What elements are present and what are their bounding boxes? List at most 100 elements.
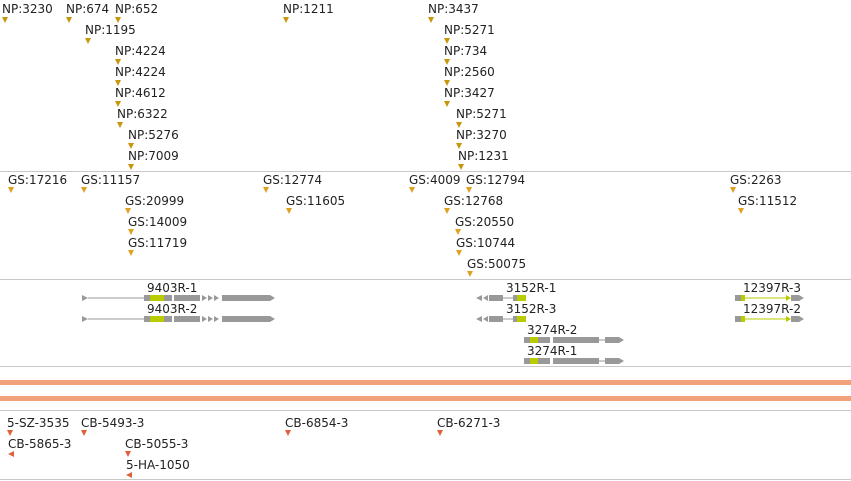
feature-marker-icon	[455, 229, 461, 235]
gene-track: 9403R-1 9403R-2	[0, 280, 851, 366]
gene-label: 3274R-1	[527, 344, 577, 358]
gene-strand-arrow-icon	[208, 295, 213, 301]
feature-marker-icon	[7, 430, 13, 436]
gene-exon	[174, 316, 200, 322]
gene-exon	[144, 295, 150, 301]
gene-end-arrow-icon	[619, 358, 624, 364]
feature-label: CB-5493-3	[81, 416, 145, 430]
feature-label: NP:5271	[456, 107, 507, 121]
feature-marker-icon	[738, 208, 744, 214]
feature-label: GS:20550	[455, 215, 515, 229]
feature-label: NP:5276	[128, 128, 179, 142]
gene-exon	[735, 295, 741, 301]
feature-label: NP:3270	[456, 128, 507, 142]
feature-label: GS:11512	[738, 194, 798, 208]
feature-marker-icon	[128, 250, 134, 256]
gene-model[interactable]: 3152R-1	[476, 281, 556, 301]
gene-exon	[513, 316, 517, 322]
gene-start-arrow-icon	[476, 295, 482, 301]
cb-track: 5-SZ-3535 CB-5493-3 CB-6854-3 CB-6271-3 …	[0, 411, 851, 479]
feature-label: NP:674	[66, 2, 110, 16]
feature-label: GS:10744	[456, 236, 516, 250]
feature-label: NP:652	[115, 2, 159, 16]
feature-label: GS:12774	[263, 173, 323, 187]
feature-label: NP:4612	[115, 86, 166, 100]
track-divider	[0, 410, 851, 411]
feature-marker-icon	[128, 143, 134, 149]
feature-marker-icon	[444, 38, 450, 44]
feature-marker-icon	[444, 101, 450, 107]
gene-model[interactable]: 12397R-2	[735, 302, 804, 322]
gene-model[interactable]: 9403R-1	[82, 281, 275, 301]
gene-exon-highlight	[530, 358, 538, 364]
feature-label: GS:14009	[128, 215, 188, 229]
feature-marker-icon	[115, 59, 121, 65]
feature-marker-icon	[286, 208, 292, 214]
gene-model[interactable]: 3152R-3	[476, 302, 556, 322]
gene-exon	[605, 337, 619, 343]
feature-marker-icon	[285, 430, 291, 436]
feature-marker-icon	[117, 122, 123, 128]
gene-model[interactable]: 9403R-2	[82, 302, 275, 322]
gs-track: GS:17216 GS:11157 GS:12774 GS:4009 GS:12…	[0, 172, 851, 278]
feature-marker-icon	[456, 143, 462, 149]
feature-label: 5-HA-1050	[126, 458, 190, 472]
gene-strand-arrow-icon	[208, 316, 213, 322]
gene-strand-arrow-icon	[483, 295, 488, 301]
feature-marker-icon	[115, 101, 121, 107]
gene-end-arrow-icon	[270, 316, 275, 322]
feature-label: CB-6271-3	[437, 416, 501, 430]
feature-marker-icon	[115, 80, 121, 86]
feature-marker-icon	[428, 17, 434, 23]
gene-exon	[735, 316, 741, 322]
feature-marker-icon	[467, 271, 473, 277]
gene-exon	[222, 295, 270, 301]
gene-exon	[524, 358, 530, 364]
gene-strand-arrow-icon	[202, 295, 207, 301]
gene-exon	[174, 295, 200, 301]
feature-marker-icon	[263, 187, 269, 193]
gene-label: 12397R-3	[743, 281, 801, 295]
feature-marker-icon	[456, 122, 462, 128]
sequence-band	[0, 380, 851, 385]
gene-exon	[489, 295, 503, 301]
feature-label: NP:7009	[128, 149, 179, 163]
gene-exon	[524, 337, 530, 343]
feature-label: GS:11719	[128, 236, 188, 250]
gene-exon	[489, 316, 503, 322]
feature-label: NP:5271	[444, 23, 495, 37]
np-track: NP:3230 NP:674 NP:652 NP:1211 NP:3437 NP…	[0, 0, 851, 170]
feature-label: GS:11157	[81, 173, 141, 187]
feature-label: 5-SZ-3535	[7, 416, 70, 430]
feature-marker-icon	[66, 17, 72, 23]
feature-label: GS:11605	[286, 194, 346, 208]
track-divider	[0, 366, 851, 367]
gene-start-arrow-icon	[476, 316, 482, 322]
feature-marker-icon	[126, 472, 132, 478]
gene-exon	[222, 316, 270, 322]
gene-exon	[513, 295, 517, 301]
feature-label: GS:12794	[466, 173, 526, 187]
gene-strand-arrow-icon	[786, 316, 791, 322]
feature-label: GS:2263	[730, 173, 782, 187]
feature-label: NP:4224	[115, 65, 166, 79]
gene-model[interactable]: 3274R-1	[524, 344, 624, 364]
gene-model[interactable]: 12397R-3	[735, 281, 804, 301]
feature-marker-icon	[128, 229, 134, 235]
feature-marker-icon	[437, 430, 443, 436]
feature-marker-icon	[125, 451, 131, 457]
feature-label: NP:3437	[428, 2, 479, 16]
gene-end-arrow-icon	[799, 316, 804, 322]
feature-marker-icon	[85, 38, 91, 44]
gene-end-arrow-icon	[799, 295, 804, 301]
gene-exon	[605, 358, 619, 364]
gene-end-arrow-icon	[270, 295, 275, 301]
gene-label: 9403R-1	[147, 281, 197, 295]
gene-strand-arrow-icon	[786, 295, 791, 301]
feature-label: GS:4009	[409, 173, 461, 187]
sequence-band	[0, 396, 851, 401]
feature-marker-icon	[115, 17, 121, 23]
gene-model[interactable]: 3274R-2	[524, 323, 624, 343]
feature-label: NP:4224	[115, 44, 166, 58]
feature-marker-icon	[730, 187, 736, 193]
